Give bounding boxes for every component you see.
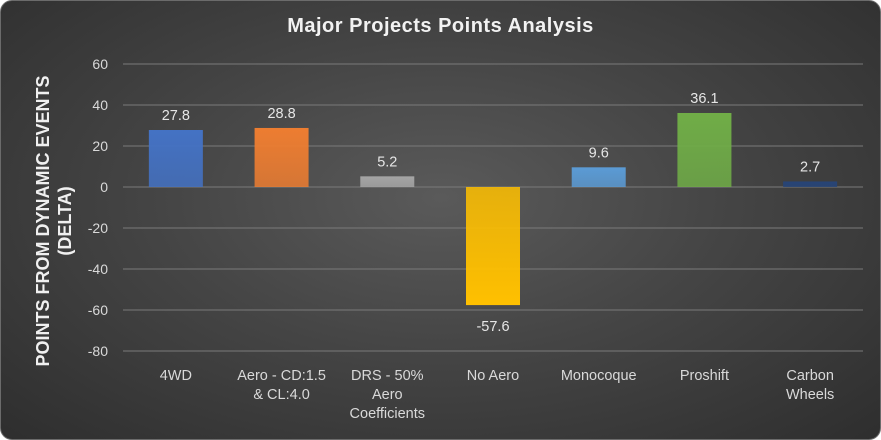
x-axis-categories: 4WD Aero - CD:1.5 & CL:4.0 DRS - 50% Aero Coe…	[160, 368, 835, 422]
y-tick-label: 20	[92, 138, 108, 154]
data-label: 5.2	[377, 154, 397, 170]
x-category-label: 4WD	[160, 368, 192, 384]
y-tick-label: -80	[88, 343, 108, 359]
bar	[783, 181, 838, 187]
y-axis-title: POINTS FROM DYNAMIC EVENTS (DELTA)	[33, 75, 75, 366]
bar	[466, 187, 520, 306]
bar	[148, 130, 203, 187]
y-tick-label: 60	[92, 56, 108, 72]
x-category-label: & CL:4.0	[253, 387, 309, 403]
x-category-label: Carbon	[786, 368, 834, 384]
y-axis-ticks: 60 40 20 0 -20 -40 -60 -80	[88, 56, 108, 359]
bar	[254, 127, 309, 187]
data-label: 36.1	[690, 91, 718, 107]
x-category-label: Proshift	[680, 368, 729, 384]
data-labels: 27.8 28.8 5.2 -57.6 9.6 36.1 2.7	[162, 91, 820, 335]
data-label: 9.6	[589, 145, 609, 161]
y-tick-label: -40	[88, 261, 108, 277]
x-category-label: DRS - 50%	[351, 368, 424, 384]
y-tick-label: 40	[92, 97, 108, 113]
x-category-label: Aero - CD:1.5	[237, 368, 326, 384]
x-category-label: Wheels	[786, 387, 834, 403]
y-tick-label: -20	[88, 220, 108, 236]
bars	[148, 112, 838, 306]
x-category-label: No Aero	[467, 368, 519, 384]
x-category-label: Coefficients	[350, 406, 426, 422]
bar	[571, 167, 626, 187]
data-label: 28.8	[267, 106, 295, 122]
y-tick-label: -60	[88, 302, 108, 318]
data-label: 27.8	[162, 108, 190, 124]
y-tick-label: 0	[100, 179, 108, 195]
x-category-label: Aero	[372, 387, 403, 403]
x-category-label: Monocoque	[561, 368, 637, 384]
data-label: 2.7	[800, 159, 820, 175]
bar	[360, 176, 415, 187]
data-label: -57.6	[476, 319, 509, 335]
bar	[677, 112, 732, 187]
chart-title: Major Projects Points Analysis	[287, 15, 594, 37]
